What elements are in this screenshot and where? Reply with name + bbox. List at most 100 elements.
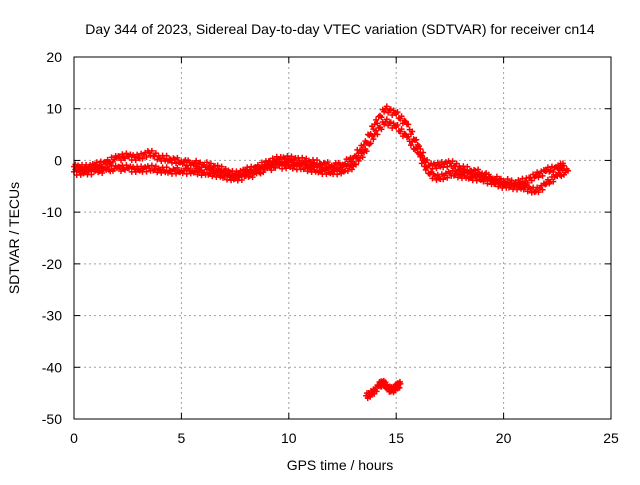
data-point (397, 380, 404, 387)
data-point (535, 174, 542, 181)
data-point (495, 183, 502, 190)
data-point (405, 121, 412, 128)
data-point (409, 128, 416, 135)
data-point (367, 140, 374, 147)
data-point (449, 158, 456, 165)
data-point (440, 176, 447, 183)
x-tick-label: 25 (603, 430, 619, 446)
data-point (313, 163, 320, 170)
data-point (417, 153, 424, 160)
x-axis-label: GPS time / hours (287, 457, 394, 473)
data-point (163, 152, 170, 159)
data-point (359, 154, 366, 161)
data-point (134, 151, 141, 158)
data-point (413, 145, 420, 152)
data-point (148, 147, 155, 154)
data-point (381, 108, 388, 115)
data-point (352, 161, 359, 168)
data-point (324, 165, 331, 172)
y-tick-label: 20 (46, 49, 62, 65)
data-point (148, 162, 155, 169)
data-point (550, 178, 557, 185)
data-point (383, 103, 390, 110)
data-point (475, 172, 482, 179)
data-point (143, 168, 150, 175)
data-point (475, 166, 482, 173)
data-point (174, 164, 181, 171)
data-point (123, 162, 130, 169)
data-point (373, 388, 380, 395)
label-layer: 0 5 10 15 20 25 -50 -40 -30 -20 -10 0 10 20 (42, 49, 619, 446)
data-point (417, 145, 424, 152)
data-point (203, 166, 210, 173)
data-point (348, 166, 355, 173)
x-tick-label: 5 (178, 430, 186, 446)
data-point (324, 159, 331, 166)
data-point (370, 136, 377, 143)
chart-title: Day 344 of 2023, Sidereal Day-to-day VTE… (85, 21, 595, 37)
y-tick-label: -40 (42, 359, 62, 375)
data-point (394, 109, 401, 116)
data-point (398, 113, 405, 120)
x-tick-label: 20 (496, 430, 512, 446)
data-point (238, 177, 245, 184)
data-point (418, 160, 425, 167)
data-point (539, 186, 546, 193)
data-point (99, 169, 106, 176)
data-point (218, 169, 225, 176)
series-track-c (363, 377, 404, 402)
data-point (119, 151, 126, 158)
data-point (269, 161, 276, 168)
data-point (88, 171, 95, 178)
data-point (464, 170, 471, 177)
data-point (174, 154, 181, 161)
data-point (405, 133, 412, 140)
data-point (539, 172, 546, 179)
data-point (396, 384, 403, 391)
data-point (383, 116, 390, 123)
data-point (218, 163, 225, 170)
data-point (373, 116, 380, 123)
data-point (449, 167, 456, 174)
data-point (378, 126, 385, 133)
data-point (409, 138, 416, 145)
data-point (194, 171, 201, 178)
data-point (560, 162, 567, 169)
plot-frame (73, 56, 612, 420)
data-point (424, 164, 431, 171)
y-tick-label: 10 (46, 101, 62, 117)
y-tick-label: -30 (42, 308, 62, 324)
x-tick-label: 0 (70, 430, 78, 446)
data-point (203, 159, 210, 166)
y-tick-label: 0 (54, 152, 62, 168)
data-point (163, 164, 170, 171)
data-point (344, 167, 351, 174)
y-axis-label: SDTVAR / TECUs (6, 182, 22, 294)
data-point (394, 122, 401, 129)
data-point (413, 136, 420, 143)
data-point (374, 120, 381, 127)
data-point (313, 157, 320, 164)
x-tick-label: 15 (388, 430, 404, 446)
data-point (544, 164, 551, 171)
data-point (289, 165, 296, 172)
tick-layer (73, 56, 612, 420)
data-point (269, 155, 276, 162)
x-tick-label: 10 (281, 430, 297, 446)
data-point (398, 126, 405, 133)
data-point (535, 189, 542, 196)
data-point (299, 154, 306, 161)
data-point (550, 168, 557, 175)
data-point (444, 174, 451, 181)
data-point (420, 157, 427, 164)
y-tick-label: -50 (42, 411, 62, 427)
data-point (420, 149, 427, 156)
data-layer (71, 103, 572, 402)
data-point (139, 155, 146, 162)
data-point (207, 160, 214, 167)
data-point (363, 148, 370, 155)
data-point (565, 167, 572, 174)
data-point (214, 162, 221, 169)
